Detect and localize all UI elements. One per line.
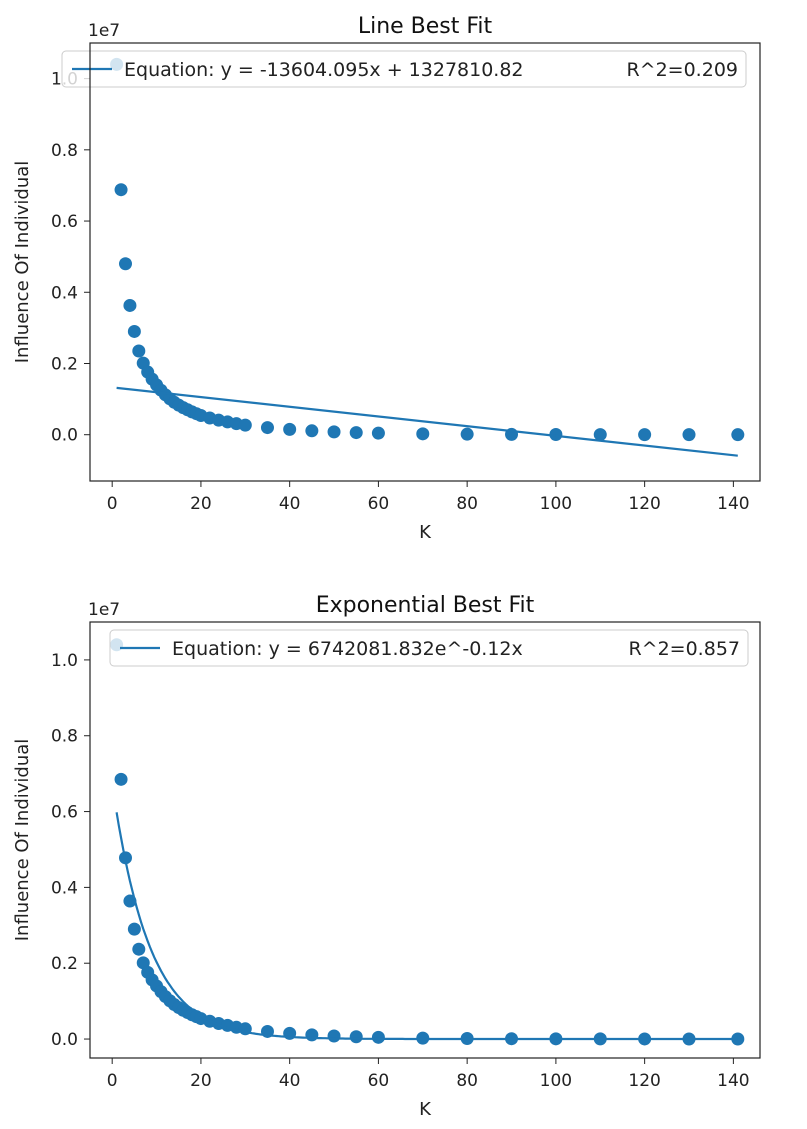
y-tick-label: 0.8 <box>51 141 78 161</box>
data-point <box>416 427 430 441</box>
x-tick-label: 120 <box>628 494 660 514</box>
x-tick-label: 100 <box>540 494 572 514</box>
data-point <box>460 427 474 441</box>
y-tick-label: 1.0 <box>51 651 78 671</box>
data-point <box>118 257 132 271</box>
fit-line <box>116 386 738 457</box>
y-tick-label: 0.0 <box>51 1030 78 1050</box>
x-tick-label: 0 <box>107 1071 118 1091</box>
y-tick-label: 0.6 <box>51 803 78 823</box>
x-tick-label: 20 <box>190 494 212 514</box>
y-tick-label: 0.2 <box>51 354 78 374</box>
legend-label: Equation: y = 6742081.832e^-0.12x <box>172 638 523 660</box>
x-tick-label: 120 <box>628 1071 660 1091</box>
x-tick-label: 40 <box>279 1071 301 1091</box>
legend-r2: R^2=0.857 <box>628 638 740 660</box>
y-tick-label: 0.4 <box>51 283 78 303</box>
data-point <box>132 344 146 358</box>
x-axis-label: K <box>419 522 432 543</box>
y-axis-label: Influence Of Individual <box>12 161 33 364</box>
data-point <box>731 1032 745 1046</box>
x-tick-label: 0 <box>107 494 118 514</box>
axes-frame <box>89 42 761 482</box>
x-tick-label: 80 <box>456 494 478 514</box>
chart-title: Exponential Best Fit <box>316 593 535 618</box>
legend-r2: R^2=0.209 <box>626 59 738 81</box>
data-point <box>114 772 128 786</box>
x-tick-label: 60 <box>368 494 390 514</box>
y-tick-label: 0.0 <box>51 426 78 446</box>
x-tick-label: 80 <box>456 1071 478 1091</box>
chart-title: Line Best Fit <box>358 14 493 39</box>
data-point <box>305 424 319 438</box>
x-tick-label: 140 <box>717 1071 749 1091</box>
y-tick-label: 0.6 <box>51 212 78 232</box>
data-point <box>638 428 652 442</box>
y-tick-label: 0.4 <box>51 878 78 898</box>
data-point <box>549 427 563 441</box>
x-tick-label: 140 <box>717 494 749 514</box>
data-point <box>305 1028 319 1042</box>
y-tick-label: 0.2 <box>51 954 78 974</box>
axes-frame <box>89 621 761 1059</box>
chart-panel-1: Line Best Fit 1e7 0 20 40 60 80 100 120 140 0.0 0.2… <box>12 14 761 543</box>
data-point <box>349 426 363 440</box>
data-point <box>731 428 745 442</box>
data-point <box>114 183 128 197</box>
data-point <box>127 922 141 936</box>
data-point <box>371 426 385 440</box>
legend-label: Equation: y = -13604.095x + 1327810.82 <box>124 59 524 81</box>
scale-offset-label: 1e7 <box>88 600 120 620</box>
data-point <box>127 324 141 338</box>
data-point <box>132 942 146 956</box>
data-point <box>260 421 274 435</box>
data-point <box>283 422 297 436</box>
data-point <box>593 428 607 442</box>
x-axis-label: K <box>419 1099 432 1120</box>
chart-panel-2: Exponential Best Fit 1e7 0 20 40 60 80 100 120 14… <box>12 593 761 1120</box>
legend-box <box>109 629 749 667</box>
data-point <box>327 1029 341 1043</box>
x-tick-label: 40 <box>279 494 301 514</box>
data-point <box>349 1030 363 1044</box>
x-tick-label: 20 <box>190 1071 212 1091</box>
scale-offset-label: 1e7 <box>88 21 120 41</box>
y-axis-label: Influence Of Individual <box>12 739 33 942</box>
x-tick-label: 60 <box>368 1071 390 1091</box>
data-point <box>682 428 696 442</box>
data-point <box>123 298 137 312</box>
y-tick-label: 0.8 <box>51 727 78 747</box>
data-point <box>371 1030 385 1044</box>
legend-box <box>61 50 747 88</box>
data-point <box>327 425 341 439</box>
x-tick-label: 100 <box>540 1071 572 1091</box>
fit-line <box>115 812 738 1041</box>
data-point <box>238 418 252 432</box>
